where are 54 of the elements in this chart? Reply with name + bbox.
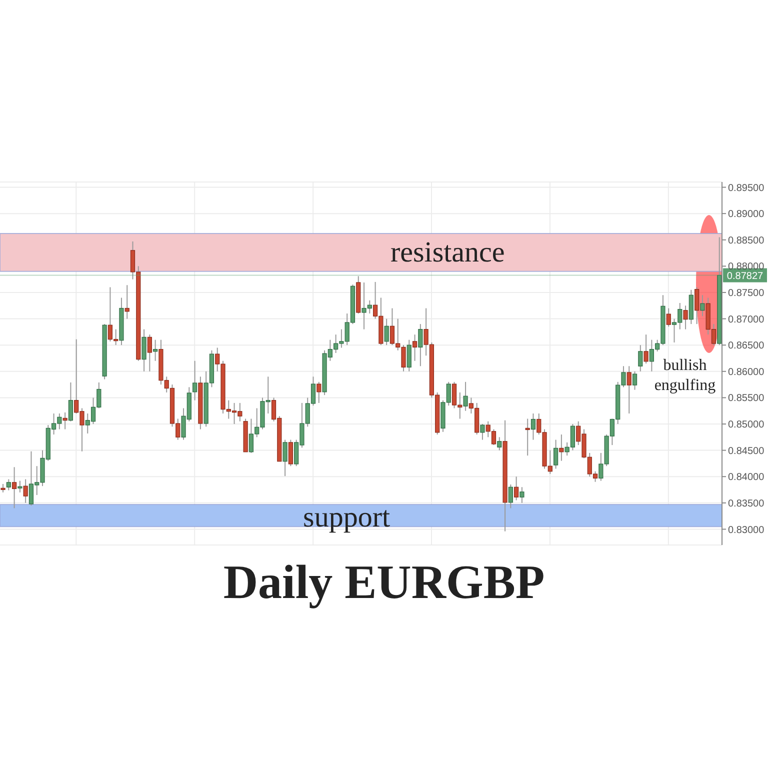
- y-tick-label: 0.84000: [728, 472, 765, 484]
- candlestick: [6, 478, 11, 491]
- y-tick-label: 0.83000: [728, 524, 765, 536]
- candlestick: [520, 486, 524, 504]
- y-tick-label: 0.85000: [728, 420, 765, 431]
- candlestick: [384, 318, 389, 346]
- y-tick-label: 0.84500: [728, 446, 765, 457]
- candlestick: [525, 418, 530, 456]
- candlestick: [288, 439, 293, 467]
- candlestick: [700, 294, 705, 317]
- candlestick: [282, 439, 288, 477]
- band-label: resistance: [390, 236, 505, 268]
- candlestick: [316, 381, 322, 404]
- y-tick-label: 0.83500: [728, 498, 765, 510]
- ref-line-label: 0.87827: [726, 270, 764, 282]
- y-tick-label: 0.88500: [728, 235, 765, 246]
- candlestick: [62, 412, 68, 430]
- candlestick: [553, 439, 558, 470]
- candlestick: [192, 360, 198, 401]
- candlestick: [147, 334, 152, 372]
- candlestick: [412, 334, 418, 362]
- candlestick: [626, 366, 632, 414]
- candlestick: [12, 466, 17, 509]
- candlestick: [559, 434, 564, 462]
- candlestick: [530, 412, 536, 440]
- candlestick: [153, 339, 158, 362]
- band-label: support: [303, 502, 390, 534]
- candlestick: [508, 484, 513, 509]
- candlestick: [18, 480, 22, 493]
- candlestick: [480, 424, 485, 440]
- candlestick: [142, 328, 146, 372]
- candlestick: [497, 436, 502, 451]
- candlestick: [644, 334, 648, 364]
- y-tick-label: 0.89000: [728, 209, 765, 220]
- candlestick: [694, 286, 700, 325]
- y-tick-label: 0.87000: [728, 314, 765, 326]
- candlestick: [632, 370, 638, 390]
- candlestick: [463, 381, 468, 412]
- annotation: bullish engulfing: [654, 357, 716, 394]
- y-tick-label: 0.89500: [728, 182, 765, 194]
- candlestick: [124, 284, 130, 320]
- y-tick-label: 0.85500: [728, 393, 765, 404]
- candlestick: [406, 339, 412, 372]
- candlestick: [23, 478, 28, 504]
- candlestick: [666, 308, 671, 328]
- y-tick-label: 0.87500: [728, 288, 765, 300]
- y-tick-label: 0.86000: [728, 366, 765, 378]
- y-tick-label: 0.86500: [728, 340, 765, 352]
- candlestick: [68, 382, 74, 422]
- text: Daily EURGBP: [222, 555, 546, 610]
- candlestick: [418, 324, 423, 367]
- candlestick: [638, 344, 643, 372]
- candlestick: [683, 305, 688, 330]
- candlestick: [514, 476, 519, 501]
